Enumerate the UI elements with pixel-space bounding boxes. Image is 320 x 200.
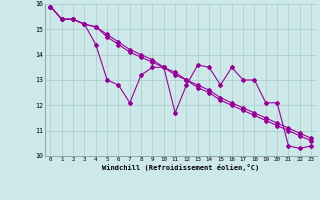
- X-axis label: Windchill (Refroidissement éolien,°C): Windchill (Refroidissement éolien,°C): [102, 164, 260, 171]
